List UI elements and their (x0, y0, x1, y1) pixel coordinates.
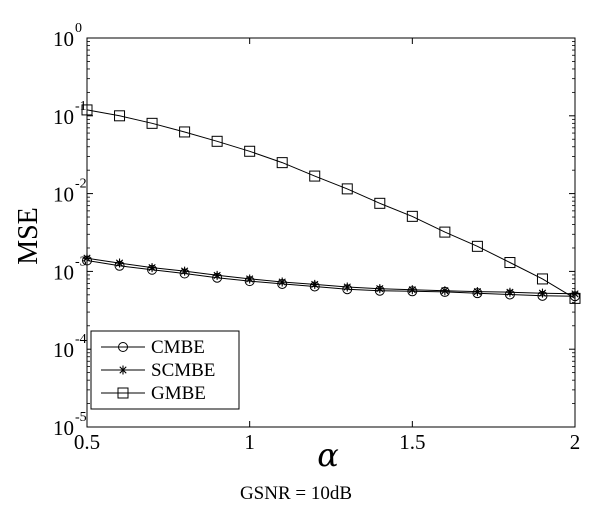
data-point-scmbe (245, 274, 255, 284)
series-line-cmbe (86, 260, 576, 297)
data-point-gmbe (309, 170, 321, 182)
y-tick-exponent: -1 (75, 99, 87, 114)
data-point-gmbe (146, 117, 158, 129)
data-point-scmbe (375, 284, 385, 294)
y-tick-exponent: -3 (75, 254, 87, 269)
x-tick-label: 1.5 (399, 430, 425, 454)
data-point-scmbe (115, 258, 125, 268)
data-point-scmbe (212, 270, 222, 280)
y-tick-exponent: -4 (75, 332, 87, 347)
legend-label-scmbe: SCMBE (151, 360, 215, 381)
plot-frame (86, 37, 576, 428)
data-point-gmbe (536, 273, 548, 285)
data-point-scmbe (310, 279, 320, 289)
plot-layer (81, 104, 581, 304)
x-tick-label: 2 (570, 430, 581, 454)
series-line-gmbe (86, 109, 576, 299)
data-point-gmbe (406, 210, 418, 222)
y-tick-label: 10 (53, 416, 74, 440)
data-point-gmbe (276, 157, 288, 169)
y-tick-label: 10 (53, 105, 74, 129)
x-tick-label: 0.5 (74, 430, 100, 454)
data-point-gmbe (374, 197, 386, 209)
y-tick-label: 10 (53, 260, 74, 284)
x-tick-label: 1 (244, 430, 255, 454)
legend-label-cmbe: CMBE (151, 337, 205, 358)
y-tick-label: 10 (53, 338, 74, 362)
data-point-gmbe (244, 145, 256, 157)
data-point-scmbe (505, 287, 515, 297)
data-point-scmbe (407, 285, 417, 295)
data-point-gmbe (504, 257, 516, 269)
legend-marker-cmbe (118, 342, 128, 352)
legend-marker-gmbe (117, 387, 129, 399)
data-point-gmbe (439, 226, 451, 238)
data-point-scmbe (277, 277, 287, 287)
data-point-scmbe (147, 263, 157, 273)
data-point-gmbe (471, 240, 483, 252)
chart-caption: GSNR = 10dB (239, 483, 353, 504)
series-gmbe (81, 104, 581, 304)
legend-label-gmbe: GMBE (151, 383, 206, 404)
data-point-gmbe (114, 110, 126, 122)
series-line-scmbe (86, 257, 576, 295)
x-axis-label: α (317, 436, 339, 474)
data-point-scmbe (472, 287, 482, 297)
y-axis-label: MSE (13, 207, 44, 265)
data-point-scmbe (342, 282, 352, 292)
data-point-scmbe (180, 266, 190, 276)
y-tick-exponent: -5 (75, 410, 87, 425)
data-point-scmbe (537, 288, 547, 298)
y-tick-exponent: 0 (75, 21, 82, 36)
y-tick-exponent: -2 (75, 177, 87, 192)
data-point-gmbe (341, 183, 353, 195)
legend-marker-scmbe (118, 365, 128, 375)
y-tick-label: 10 (53, 183, 74, 207)
y-tick-label: 10 (53, 27, 74, 51)
data-point-gmbe (211, 135, 223, 147)
data-point-gmbe (179, 126, 191, 138)
data-point-scmbe (440, 286, 450, 296)
